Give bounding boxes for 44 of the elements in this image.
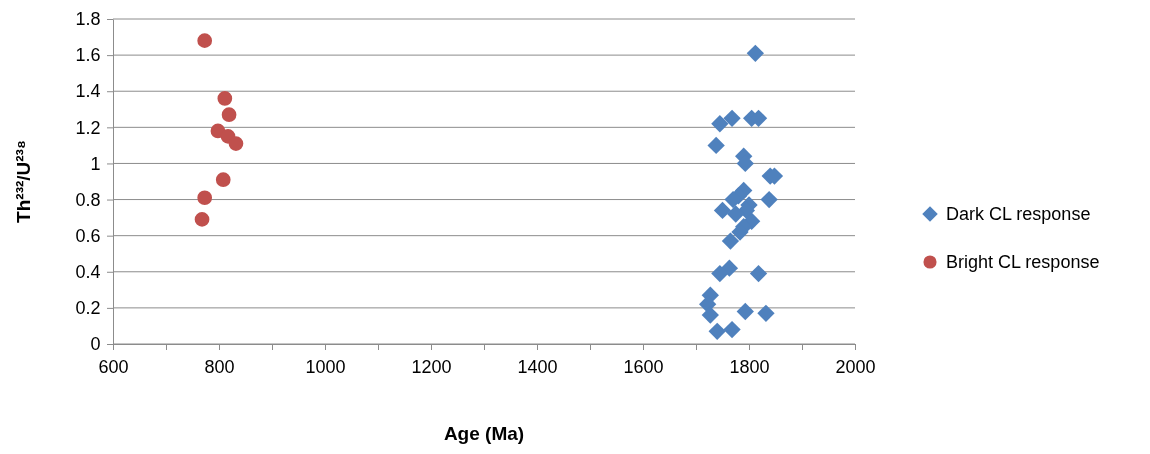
- y-tick-label: 1.8: [75, 9, 101, 30]
- point: [711, 115, 729, 133]
- y-tick-label: 1.2: [75, 117, 101, 138]
- point: [217, 91, 233, 106]
- legend-label: Dark CL response: [946, 204, 1091, 224]
- point: [723, 109, 741, 127]
- point: [708, 322, 726, 341]
- x-tick-label: 1000: [305, 356, 346, 377]
- y-tick-label: 0.4: [75, 262, 101, 283]
- x-tick-label: 1800: [729, 356, 770, 377]
- x-axis-title: Age (Ma): [443, 423, 525, 444]
- point: [194, 212, 210, 227]
- point: [727, 205, 745, 223]
- y-tick-label: 0.2: [75, 298, 101, 319]
- y-tick-label: 0.8: [75, 189, 101, 210]
- x-tick-label: 1200: [411, 356, 452, 377]
- point: [215, 172, 231, 188]
- y-tick-label: 0: [90, 334, 101, 355]
- point: [746, 44, 765, 62]
- point: [707, 136, 725, 155]
- point: [723, 320, 741, 339]
- point: [736, 302, 754, 321]
- x-tick-label: 1400: [517, 356, 558, 377]
- legend-label: Bright CL response: [946, 252, 1100, 272]
- point: [701, 306, 719, 324]
- point: [228, 136, 244, 151]
- point: [760, 190, 778, 209]
- y-tick-label: 1.4: [75, 81, 101, 102]
- y-tick-label: 0.6: [75, 225, 101, 246]
- x-tick-label: 600: [98, 356, 129, 377]
- point: [721, 232, 740, 250]
- y-tick-label: 1: [90, 153, 101, 174]
- point: [197, 190, 213, 206]
- point: [221, 107, 237, 123]
- point: [197, 33, 213, 49]
- y-axis-title: Th²³²/U²³⁸: [13, 140, 34, 223]
- point: [757, 304, 775, 322]
- x-tick-label: 800: [204, 356, 235, 377]
- point: [713, 201, 732, 220]
- x-tick-label: 2000: [835, 356, 876, 377]
- y-tick-label: 1.6: [75, 45, 101, 66]
- point: [749, 264, 768, 283]
- point: [711, 264, 729, 283]
- x-tick-label: 1600: [623, 356, 664, 377]
